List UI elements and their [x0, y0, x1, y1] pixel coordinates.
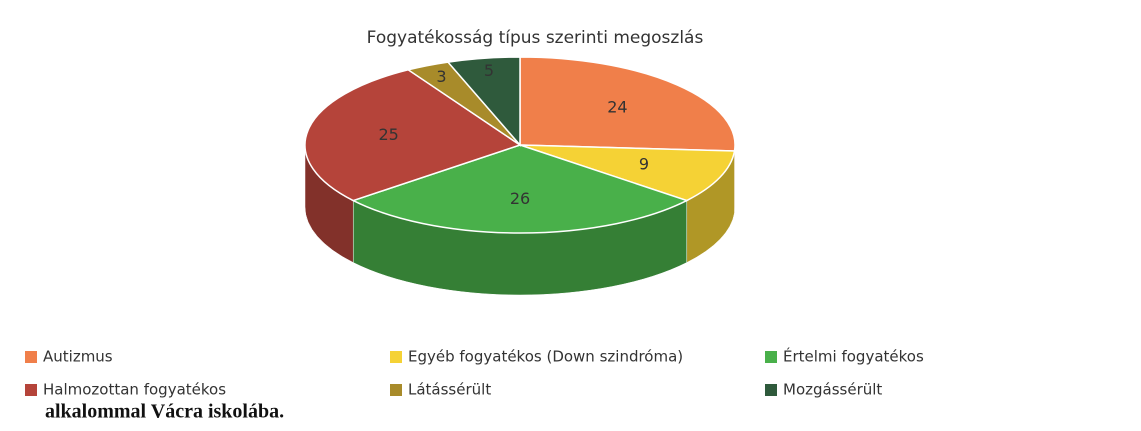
slice	[351, 144, 689, 234]
data-label: 5	[484, 61, 494, 80]
chart-title: Fogyatékosság típus szerinti megoszlás	[367, 28, 704, 48]
data-label: 3	[436, 67, 446, 86]
legend-swatch	[25, 351, 37, 363]
data-label: 25	[378, 125, 398, 144]
legend-swatch	[765, 384, 777, 396]
data-label: 26	[510, 189, 530, 208]
slice	[519, 144, 736, 202]
legend-label: Egyéb fogyatékos (Down szindróma)	[408, 348, 683, 366]
legend-label: Látássérült	[408, 381, 491, 399]
legend-swatch	[390, 384, 402, 396]
legend-label: Mozgássérült	[783, 381, 882, 399]
legend-swatch	[25, 384, 37, 396]
data-label: 24	[607, 97, 627, 116]
legend-label: Autizmus	[43, 348, 113, 366]
data-label: 9	[639, 155, 649, 174]
legend-label: Halmozottan fogyatékos	[43, 381, 226, 399]
legend-swatch	[390, 351, 402, 363]
slice	[519, 56, 736, 152]
slice	[304, 69, 522, 202]
legend-swatch	[765, 351, 777, 363]
body-text: alkalommal Vácra iskolába.	[45, 401, 284, 423]
slice	[446, 56, 521, 148]
legend-label: Értelmi fogyatékos	[783, 347, 924, 366]
